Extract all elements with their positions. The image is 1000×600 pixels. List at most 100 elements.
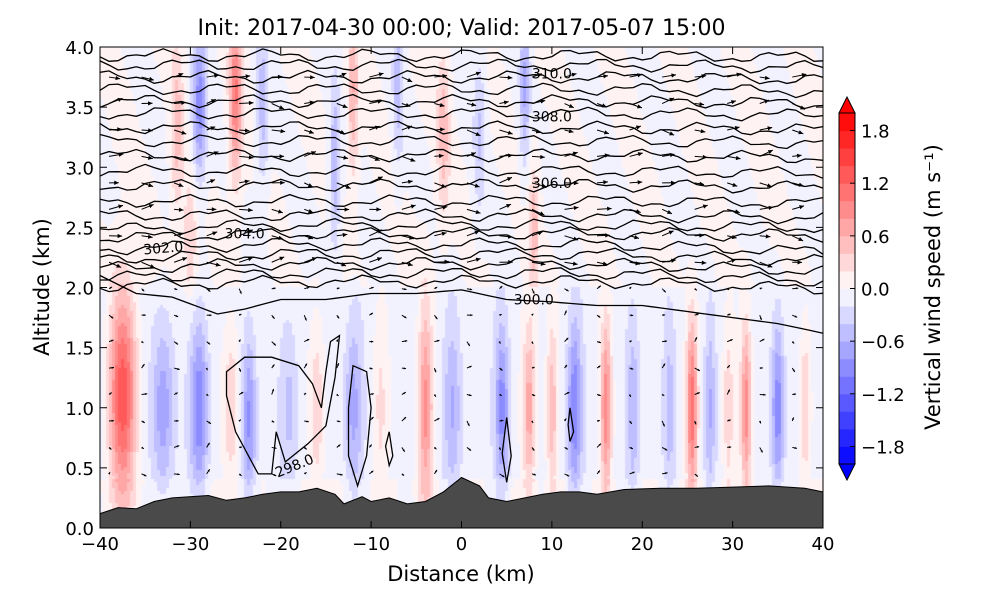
wind-arrow	[564, 418, 567, 422]
wind-arrow-head	[239, 291, 242, 294]
wind-arrow-head	[111, 339, 114, 342]
wind-arrow	[108, 392, 113, 395]
wind-arrow-head	[434, 287, 438, 290]
wind-arrow	[401, 391, 407, 395]
isentrope-307	[99, 120, 824, 136]
wind-arrow	[303, 363, 308, 369]
wind-arrow	[369, 312, 374, 316]
wind-arrow	[238, 229, 254, 237]
wind-arrow	[108, 75, 121, 81]
wind-arrow	[661, 393, 665, 397]
wind-arrow	[792, 153, 802, 158]
wind-arrow-head	[272, 316, 275, 319]
wind-arrow	[401, 125, 413, 131]
wind-arrow-head	[402, 449, 405, 452]
wind-arrow-head	[176, 419, 179, 422]
wind-arrow	[140, 340, 144, 344]
wind-arrow-head	[111, 419, 114, 422]
wind-arrow-head	[694, 288, 697, 291]
wind-arrow	[531, 473, 537, 476]
wind-arrow	[369, 176, 383, 184]
wind-arrow-head	[796, 153, 802, 158]
wind-arrow	[564, 337, 569, 342]
isentrope-contours	[99, 48, 824, 489]
wind-arrow-head	[732, 182, 738, 187]
wind-arrow	[239, 74, 251, 79]
wind-arrow-head	[435, 316, 438, 320]
wind-arrow-head	[178, 232, 184, 237]
isentrope-303.5	[99, 218, 824, 235]
wind-arrow	[727, 258, 737, 263]
wind-arrow-head	[532, 393, 536, 396]
wind-arrow-head	[662, 423, 665, 427]
colorbar-band	[839, 218, 855, 237]
wind-arrow-head	[118, 204, 124, 209]
wind-arrow-head	[175, 314, 179, 317]
wind-arrow	[401, 314, 407, 319]
wind-arrow	[628, 286, 632, 290]
wind-arrow	[401, 204, 416, 210]
wind-arrow	[401, 288, 407, 291]
wind-arrow-head	[791, 341, 795, 344]
wind-arrow	[466, 288, 473, 291]
wind-arrow	[239, 155, 254, 160]
wind-arrow	[434, 102, 445, 108]
wind-arrow	[141, 76, 155, 82]
wind-arrow	[791, 341, 795, 344]
wind-arrow-head	[601, 103, 607, 108]
wind-arrow-head	[531, 313, 534, 317]
wind-arrow-head	[306, 339, 310, 342]
isentrope-298-region	[384, 431, 394, 468]
wind-arrow-head	[767, 263, 773, 268]
wind-arrow	[271, 235, 284, 240]
wind-arrow-head	[697, 392, 700, 395]
wind-arrow-head	[637, 73, 643, 78]
wind-arrow-head	[635, 261, 641, 266]
wind-arrow-head	[239, 473, 242, 476]
isentrope-300.5	[99, 274, 824, 295]
wind-arrow-head	[636, 104, 642, 109]
x-tick-label: −30	[171, 534, 209, 555]
wind-arrow-head	[442, 73, 448, 79]
wind-arrow-head	[248, 207, 253, 213]
wind-arrow-head	[564, 418, 567, 421]
colorbar-tick-label: 0.0	[861, 280, 890, 301]
wind-arrow	[661, 97, 675, 104]
wind-arrow	[173, 314, 179, 318]
wind-arrow	[303, 447, 308, 450]
colorbar-band	[839, 165, 855, 184]
wind-arrow-head	[208, 421, 211, 424]
wind-arrow	[433, 367, 437, 373]
wind-arrow-head	[273, 343, 276, 346]
wind-arrow-head	[207, 289, 211, 292]
wind-arrow	[304, 100, 315, 105]
wind-arrow	[271, 74, 283, 79]
wind-arrow-head	[280, 180, 285, 185]
colorbar-band	[839, 411, 855, 430]
isentrope-298-region	[225, 334, 341, 475]
wind-arrow	[141, 314, 146, 317]
wind-arrow-head	[436, 418, 440, 421]
colorbar-band	[839, 341, 855, 360]
wind-arrow-head	[405, 102, 411, 107]
wind-arrow-head	[244, 128, 250, 133]
wind-arrow-head	[175, 392, 178, 395]
wind-arrow	[369, 286, 374, 290]
contour-label: 306.0	[532, 176, 572, 192]
wind-arrow	[271, 128, 286, 134]
wind-arrow	[759, 126, 773, 131]
wind-arrow	[759, 149, 774, 157]
wind-arrow	[564, 473, 570, 477]
wind-arrow-head	[404, 288, 407, 291]
wind-arrow-head	[469, 288, 473, 291]
wind-arrow-head	[475, 209, 481, 215]
wind-arrow	[141, 182, 154, 188]
wind-arrow	[173, 367, 180, 371]
wind-arrow-head	[798, 237, 804, 241]
wind-arrow	[466, 71, 481, 78]
wind-arrow	[466, 365, 472, 369]
wind-arrow-head	[238, 314, 242, 316]
wind-arrow-head	[695, 474, 698, 477]
wind-arrow-head	[736, 72, 742, 77]
wind-arrow	[238, 367, 242, 372]
